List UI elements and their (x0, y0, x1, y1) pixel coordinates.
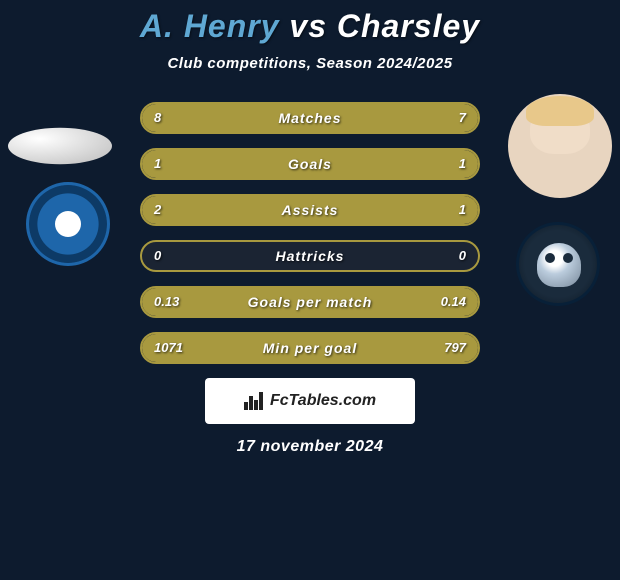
comparison-title: A. Henry vs Charsley (0, 0, 620, 45)
brand-text: FcTables.com (270, 392, 376, 410)
snapshot-date: 17 november 2024 (0, 438, 620, 456)
player2-club-crest (516, 222, 600, 306)
stat-row: 1071Min per goal797 (140, 332, 480, 364)
stat-value-right: 0.14 (441, 288, 466, 316)
stat-label: Hattricks (142, 242, 478, 270)
stat-value-right: 7 (459, 104, 466, 132)
stat-value-right: 797 (444, 334, 466, 362)
brand-badge: FcTables.com (205, 378, 415, 424)
brand-bars-icon (244, 392, 264, 410)
stat-label: Min per goal (142, 334, 478, 362)
stat-row: 1Goals1 (140, 148, 480, 180)
stat-row: 0Hattricks0 (140, 240, 480, 272)
stat-label: Goals (142, 150, 478, 178)
stat-value-right: 1 (459, 150, 466, 178)
vs-text: vs (289, 8, 327, 44)
stat-label: Goals per match (142, 288, 478, 316)
stat-row: 8Matches7 (140, 102, 480, 134)
player1-avatar (8, 128, 112, 164)
player1-club-crest (26, 182, 110, 266)
stat-label: Assists (142, 196, 478, 224)
stat-rows: 8Matches71Goals12Assists10Hattricks00.13… (140, 102, 480, 364)
player2-avatar (508, 94, 612, 198)
comparison-content: 8Matches71Goals12Assists10Hattricks00.13… (0, 102, 620, 456)
season-subtitle: Club competitions, Season 2024/2025 (0, 55, 620, 72)
player1-name: A. Henry (140, 8, 280, 44)
stat-value-right: 1 (459, 196, 466, 224)
stat-row: 2Assists1 (140, 194, 480, 226)
stat-value-right: 0 (459, 242, 466, 270)
stat-row: 0.13Goals per match0.14 (140, 286, 480, 318)
stat-label: Matches (142, 104, 478, 132)
player2-name: Charsley (337, 8, 480, 44)
